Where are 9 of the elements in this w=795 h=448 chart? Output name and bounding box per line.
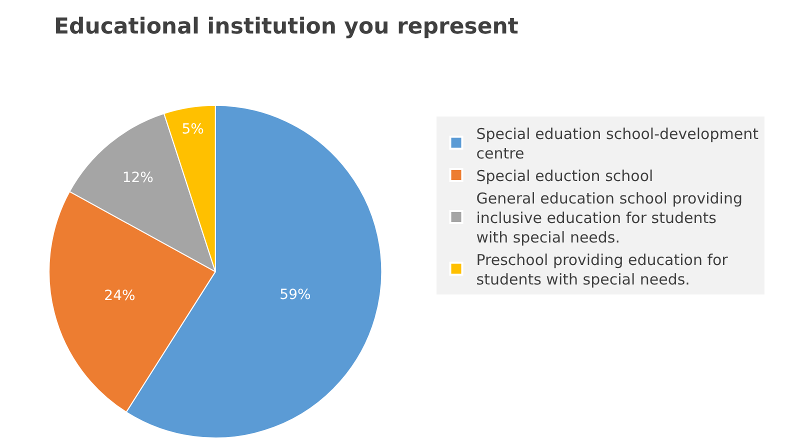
legend-label: Special eduation school-development centre (476, 124, 759, 162)
data-label: 5% (182, 122, 204, 138)
legend-label: General education school providing inclusive education for students with special needs. (476, 189, 742, 246)
data-label: 12% (122, 170, 154, 186)
data-label: 59% (280, 286, 311, 303)
data-label: 24% (104, 288, 136, 304)
legend-label: Special eduction school (476, 166, 654, 185)
chart-title: Educational institution you represent (54, 14, 519, 40)
legend-label: Preschool providing education for students with special needs. (476, 250, 729, 288)
